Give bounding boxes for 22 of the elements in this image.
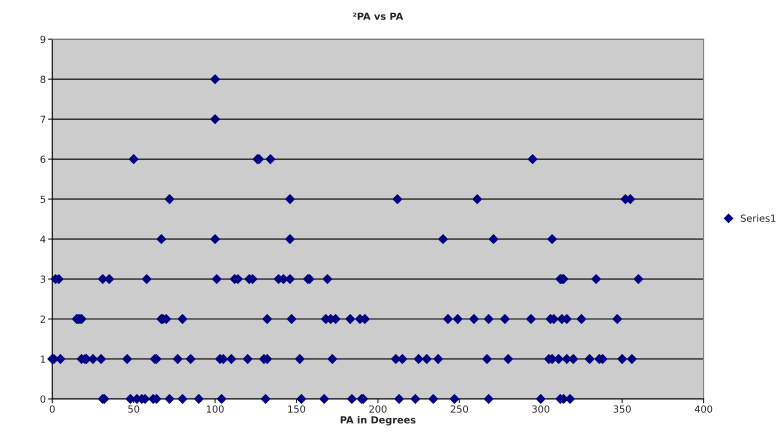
x-axis-title: PA in Degrees <box>340 416 416 426</box>
x-tick-label: 150 <box>288 405 306 413</box>
x-tick-label: 400 <box>694 405 712 413</box>
x-tick-label: 350 <box>614 405 631 413</box>
y-tick-label: 8 <box>40 76 46 84</box>
y-tick-label: 7 <box>40 116 46 123</box>
y-tick-label: 3 <box>40 276 46 283</box>
x-tick-label: 200 <box>369 405 387 413</box>
y-tick-label: 0 <box>40 395 46 403</box>
y-tick-label: 5 <box>40 196 46 203</box>
x-tick-label: 300 <box>532 405 550 413</box>
y-tick-label: 1 <box>40 356 46 363</box>
x-tick-label: 250 <box>450 405 468 413</box>
y-tick-label: 9 <box>40 36 46 44</box>
y-tick-label: 2 <box>40 315 46 323</box>
y-tick-label: 4 <box>40 236 46 243</box>
y-tick-label: 6 <box>40 156 46 163</box>
x-tick-label: 100 <box>206 405 224 413</box>
x-tick-label: 50 <box>128 405 140 413</box>
chart-title: ²PA vs PA <box>353 12 404 20</box>
x-tick-label: 0 <box>50 405 55 413</box>
legend-label: Series1 <box>740 214 776 222</box>
